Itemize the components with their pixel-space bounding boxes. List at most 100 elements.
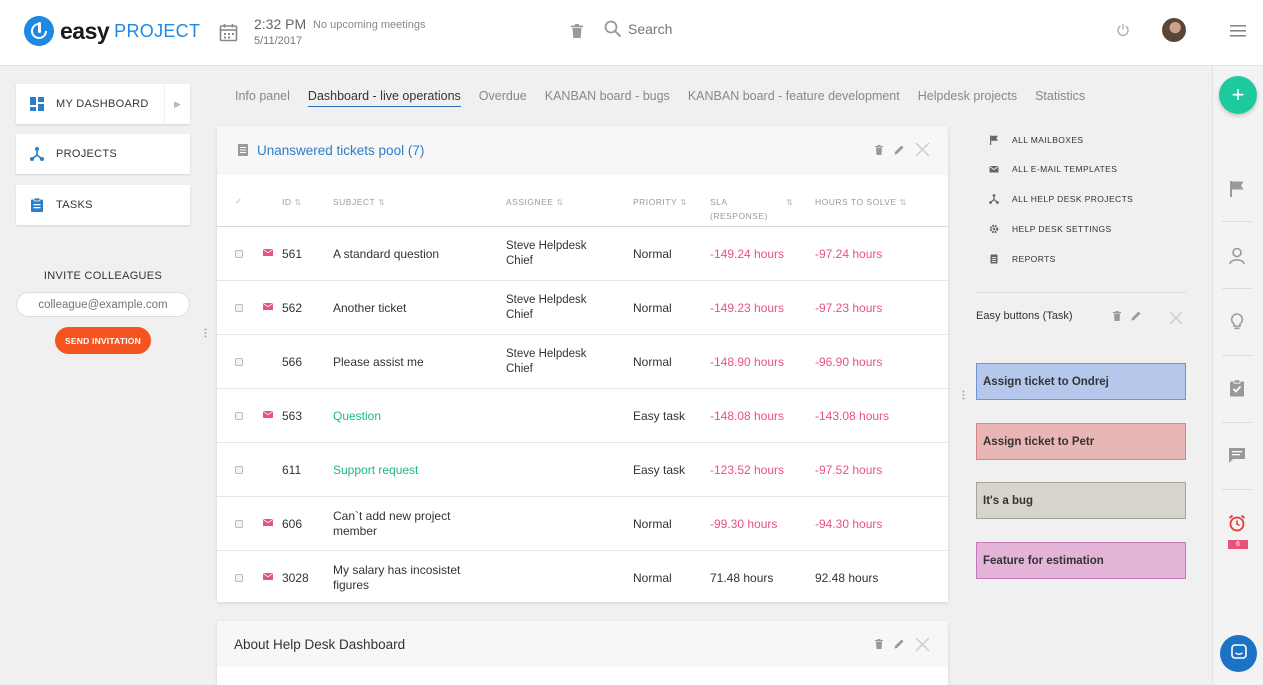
- sidebar-item-projects[interactable]: PROJECTS: [16, 134, 190, 174]
- user-icon[interactable]: [1228, 247, 1246, 265]
- tab-dashboard-live-operations[interactable]: Dashboard - live operations: [307, 89, 461, 107]
- row-checkbox[interactable]: [235, 304, 243, 312]
- pencil-icon[interactable]: [1131, 311, 1141, 321]
- pencil-icon[interactable]: [894, 145, 904, 155]
- link-help-desk-settings[interactable]: HELP DESK SETTINGS: [989, 224, 1112, 234]
- row-checkbox[interactable]: [235, 412, 243, 420]
- close-icon[interactable]: [1169, 311, 1183, 325]
- sort-icon: ⇅: [378, 198, 386, 207]
- sidebar-item-my-dashboard[interactable]: MY DASHBOARD ▶: [16, 84, 190, 124]
- ticket-assignee-line: Steve Helpdesk: [506, 240, 587, 252]
- easy-button-assign-petr[interactable]: Assign ticket to Petr: [976, 423, 1186, 460]
- row-checkbox[interactable]: [235, 574, 243, 582]
- tab-kanban-feature-development[interactable]: KANBAN board - feature development: [687, 89, 900, 103]
- logo[interactable]: easy PROJECT: [24, 16, 200, 46]
- ticket-subject[interactable]: Question: [333, 409, 473, 424]
- expand-arrow-icon[interactable]: ▶: [164, 84, 190, 124]
- search-box[interactable]: [604, 20, 828, 38]
- column-header-label: ID: [282, 197, 292, 207]
- row-checkbox[interactable]: [235, 466, 243, 474]
- dashboard-icon: [30, 97, 44, 111]
- row-checkbox[interactable]: [235, 520, 243, 528]
- current-time: 2:32 PM: [254, 16, 307, 32]
- tab-helpdesk-projects[interactable]: Helpdesk projects: [917, 89, 1018, 103]
- ticket-priority: Normal: [633, 571, 672, 585]
- column-header-assignee[interactable]: ASSIGNEE ⇅: [506, 195, 564, 210]
- trash-icon[interactable]: [571, 24, 583, 38]
- column-header-priority[interactable]: PRIORITY ⇅: [633, 195, 687, 210]
- table-row[interactable]: 561 A standard question Steve Helpdesk Chie…: [217, 226, 948, 280]
- search-input[interactable]: [628, 21, 828, 37]
- pencil-icon[interactable]: [894, 639, 904, 649]
- ticket-priority: Easy task: [633, 463, 686, 477]
- table-row[interactable]: 562 Another ticket Steve Helpdesk Chief Norm…: [217, 280, 948, 334]
- calendar-icon[interactable]: [219, 23, 238, 42]
- invite-email-field[interactable]: [16, 292, 190, 317]
- link-reports[interactable]: REPORTS: [989, 254, 1056, 264]
- ticket-id[interactable]: 562: [282, 301, 303, 315]
- ticket-subject[interactable]: My salary has incosistet figures: [333, 563, 473, 593]
- trash-icon[interactable]: [1113, 311, 1121, 321]
- search-icon[interactable]: [604, 20, 622, 38]
- easy-button-its-a-bug[interactable]: It's a bug: [976, 482, 1186, 519]
- table-row[interactable]: 3028 My salary has incosistet figures Norma…: [217, 550, 948, 604]
- sidebar-item-tasks[interactable]: TASKS: [16, 185, 190, 225]
- column-header-subject[interactable]: SUBJECT ⇅: [333, 195, 385, 210]
- table-row[interactable]: 566 Please assist me Steve Helpdesk Chief No…: [217, 334, 948, 388]
- envelope-icon: [263, 411, 273, 418]
- row-checkbox[interactable]: [235, 250, 243, 258]
- ticket-subject-line: My salary has incosistet: [333, 563, 461, 577]
- panel-title[interactable]: Unanswered tickets pool (7): [257, 143, 425, 158]
- link-all-help-desk-projects[interactable]: ALL HELP DESK PROJECTS: [989, 194, 1133, 204]
- ticket-subject[interactable]: Please assist me: [333, 355, 473, 370]
- add-button[interactable]: +: [1219, 76, 1257, 114]
- ticket-id[interactable]: 606: [282, 517, 303, 531]
- ticket-id[interactable]: 3028: [282, 571, 309, 585]
- ticket-subject[interactable]: Can`t add new project member: [333, 509, 473, 539]
- close-icon[interactable]: [915, 637, 930, 652]
- clipboard-icon[interactable]: [1228, 379, 1246, 397]
- tab-statistics[interactable]: Statistics: [1035, 89, 1086, 103]
- tab-overdue[interactable]: Overdue: [478, 89, 527, 103]
- chat-button[interactable]: [1220, 635, 1257, 672]
- ticket-subject[interactable]: Another ticket: [333, 301, 473, 316]
- column-header-sla[interactable]: SLA (RESPONSE): [710, 195, 768, 223]
- trash-icon[interactable]: [875, 639, 883, 649]
- power-icon[interactable]: [1116, 23, 1130, 37]
- tab-info-panel[interactable]: Info panel: [235, 89, 290, 103]
- ticket-id[interactable]: 611: [282, 463, 302, 477]
- ticket-subject[interactable]: Support request: [333, 463, 473, 478]
- link-all-email-templates[interactable]: ALL E-MAIL TEMPLATES: [989, 164, 1117, 174]
- select-all-checkmark-icon[interactable]: ✓: [235, 196, 243, 206]
- ticket-id[interactable]: 563: [282, 409, 303, 423]
- close-icon[interactable]: [915, 142, 930, 157]
- row-checkbox[interactable]: [235, 358, 243, 366]
- ticket-subject-line: member: [333, 524, 378, 538]
- drag-handle-icon[interactable]: [204, 328, 207, 338]
- tab-kanban-bugs[interactable]: KANBAN board - bugs: [544, 89, 670, 103]
- column-header-hours-to-solve[interactable]: HOURS TO SOLVE ⇅: [815, 195, 907, 210]
- table-row[interactable]: 606 Can`t add new project member Normal -99.…: [217, 496, 948, 550]
- flag-icon[interactable]: [1228, 180, 1246, 198]
- trash-icon[interactable]: [875, 145, 883, 155]
- ticket-id[interactable]: 561: [282, 247, 303, 261]
- easy-button-assign-ondrej[interactable]: Assign ticket to Ondrej: [976, 363, 1186, 400]
- alarm-icon[interactable]: [1228, 514, 1246, 532]
- column-header-id[interactable]: ID ⇅: [282, 195, 302, 210]
- drag-handle-icon[interactable]: [962, 390, 965, 400]
- ticket-subject[interactable]: A standard question: [333, 247, 473, 262]
- sort-icon[interactable]: ⇅: [786, 197, 794, 207]
- column-header-sublabel: (RESPONSE): [710, 211, 768, 221]
- send-invitation-button[interactable]: SEND INVITATION: [55, 327, 151, 354]
- menu-icon[interactable]: [1230, 25, 1246, 37]
- table-row[interactable]: 611 Support request Easy task -123.52 hours…: [217, 442, 948, 496]
- table-row[interactable]: 563 Question Easy task -148.08 hours -143.08…: [217, 388, 948, 442]
- ticket-sla: -99.30 hours: [710, 517, 778, 531]
- easy-button-feature-estimation[interactable]: Feature for estimation: [976, 542, 1186, 579]
- ticket-assignee-line: Chief: [506, 363, 533, 375]
- comment-icon[interactable]: [1228, 446, 1246, 464]
- bulb-icon[interactable]: [1228, 313, 1246, 331]
- user-avatar[interactable]: [1162, 18, 1186, 42]
- ticket-id[interactable]: 566: [282, 355, 303, 369]
- link-all-mailboxes[interactable]: ALL MAILBOXES: [989, 135, 1084, 145]
